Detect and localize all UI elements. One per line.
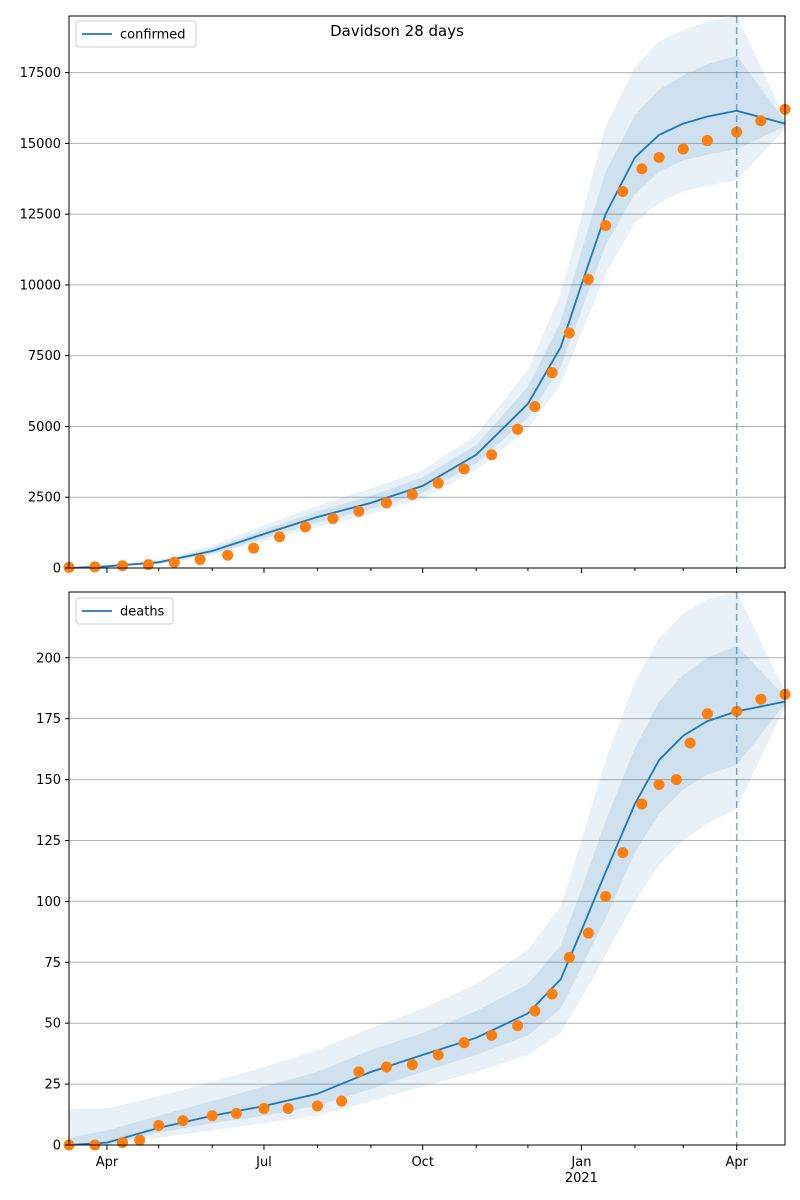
y-tick-label: 125 <box>36 834 61 849</box>
axes-frame <box>68 15 786 569</box>
x-tick-label: Jan <box>570 1155 591 1170</box>
observed-point-confirmed <box>194 554 206 566</box>
observed-point-deaths <box>701 708 713 720</box>
observed-point-confirmed <box>248 542 260 554</box>
x-tick-label: Apr <box>725 1155 748 1170</box>
observed-point-deaths <box>406 1059 418 1071</box>
y-tick-label: 2500 <box>28 491 61 506</box>
observed-point-deaths <box>432 1049 444 1061</box>
legend-label-deaths: deaths <box>120 605 165 620</box>
y-tick-label: 75 <box>44 956 61 971</box>
observed-point-deaths <box>258 1102 270 1114</box>
observed-point-deaths <box>380 1061 392 1073</box>
uncertainty-band-middle <box>69 55 785 569</box>
axes-frame <box>68 591 786 1146</box>
y-tick-label: 25 <box>44 1078 61 1093</box>
uncertainty-band-outer <box>69 592 785 1145</box>
observed-point-confirmed <box>299 521 311 533</box>
observed-point-confirmed <box>222 549 234 561</box>
observed-point-deaths <box>153 1120 165 1132</box>
observed-point-confirmed <box>653 152 665 164</box>
observed-point-confirmed <box>486 449 498 461</box>
observed-point-confirmed <box>600 219 612 231</box>
y-tick-label: 150 <box>36 773 61 788</box>
y-tick-label: 12500 <box>20 208 61 223</box>
observed-point-confirmed <box>168 556 180 568</box>
observed-point-deaths <box>458 1037 470 1049</box>
observed-point-deaths <box>731 705 743 717</box>
legend-label-confirmed: confirmed <box>120 28 186 43</box>
y-tick-label: 7500 <box>28 349 61 364</box>
observed-point-deaths <box>617 847 629 859</box>
observed-point-deaths <box>600 891 612 903</box>
observed-point-confirmed <box>327 512 339 524</box>
legend-box-confirmed <box>75 20 197 48</box>
observed-point-deaths <box>353 1066 365 1078</box>
observed-point-confirmed <box>380 497 392 509</box>
observed-point-confirmed <box>273 531 285 543</box>
uncertainty-band-middle <box>69 645 785 1145</box>
observed-point-confirmed <box>458 463 470 475</box>
legend-box-deaths <box>75 597 174 625</box>
x-tick-label: Jul <box>255 1155 272 1170</box>
observed-point-confirmed <box>89 561 101 573</box>
observed-point-confirmed <box>432 477 444 489</box>
observed-point-deaths <box>653 778 665 790</box>
observed-point-deaths <box>684 737 696 749</box>
observed-point-deaths <box>116 1137 128 1149</box>
y-tick-label: 0 <box>53 562 61 577</box>
observed-point-confirmed <box>353 505 365 517</box>
observed-point-deaths <box>177 1115 189 1127</box>
observed-point-deaths <box>755 693 767 705</box>
observed-point-deaths <box>582 927 594 939</box>
observed-point-deaths <box>670 774 682 786</box>
confirmed-panel: 0 2500 5000 7500 10000 12500 15000 17500 <box>20 15 791 577</box>
observed-point-deaths <box>206 1110 218 1122</box>
observed-point-deaths <box>282 1102 294 1114</box>
legend-deaths: deaths <box>75 597 174 625</box>
y-tick-label: 10000 <box>20 278 61 293</box>
y-tick-label: 200 <box>36 651 61 666</box>
observed-point-confirmed <box>617 186 629 198</box>
observed-point-confirmed <box>512 423 524 435</box>
observed-point-confirmed <box>546 367 558 379</box>
observed-point-confirmed <box>116 560 128 572</box>
observed-point-confirmed <box>142 559 154 571</box>
observed-point-confirmed <box>755 115 767 127</box>
observed-point-deaths <box>134 1134 146 1146</box>
y-tick-label: 5000 <box>28 420 61 435</box>
x-tick-sublabel: 2021 <box>565 1171 598 1186</box>
y-tick-label: 100 <box>36 895 61 910</box>
observed-point-confirmed <box>701 135 713 147</box>
observed-point-deaths <box>230 1107 242 1119</box>
observed-point-deaths <box>563 951 575 963</box>
observed-point-confirmed <box>677 143 689 155</box>
observed-point-confirmed <box>406 488 418 500</box>
y-tick-label: 175 <box>36 712 61 727</box>
observed-point-deaths <box>529 1005 541 1017</box>
legend-confirmed: confirmed <box>75 20 197 48</box>
y-tick-label: 17500 <box>20 66 61 81</box>
model-line-confirmed <box>68 109 786 569</box>
observed-point-confirmed <box>636 163 648 175</box>
observed-point-deaths <box>311 1100 323 1112</box>
observed-point-deaths <box>636 798 648 810</box>
figure-title: Davidson 28 days <box>330 22 464 40</box>
y-tick-label: 50 <box>44 1017 61 1032</box>
observed-point-deaths <box>546 988 558 1000</box>
observed-point-confirmed <box>563 327 575 339</box>
y-tick-label: 15000 <box>20 137 61 152</box>
x-tick-label: Oct <box>411 1155 433 1170</box>
uncertainty-band-outer <box>69 16 785 568</box>
x-tick-label: Apr <box>96 1155 119 1170</box>
observed-point-confirmed <box>582 273 594 285</box>
observed-point-deaths <box>512 1020 524 1032</box>
observed-point-deaths <box>336 1095 348 1107</box>
observed-point-deaths <box>486 1029 498 1041</box>
observed-point-confirmed <box>529 401 541 413</box>
y-tick-label: 0 <box>53 1139 61 1154</box>
